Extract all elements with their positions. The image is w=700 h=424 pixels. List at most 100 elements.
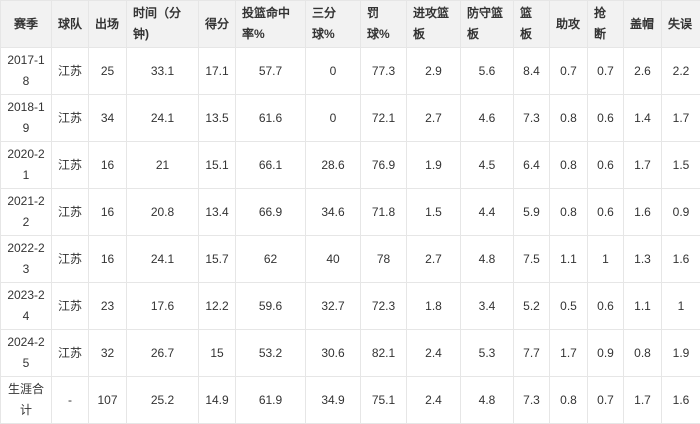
table-cell: 0.7 [588, 377, 624, 424]
table-cell: 2018-19 [1, 95, 52, 142]
table-cell: 13.4 [199, 189, 236, 236]
table-cell: 1.4 [624, 95, 662, 142]
table-cell: 17.1 [199, 48, 236, 95]
table-cell: 2023-24 [1, 283, 52, 330]
table-cell: 2.2 [662, 48, 700, 95]
table-cell: 66.9 [236, 189, 306, 236]
table-cell: 1 [588, 236, 624, 283]
table-cell: - [52, 377, 89, 424]
column-header: 罚球% [361, 1, 407, 48]
table-cell: 2.9 [407, 48, 461, 95]
table-cell: 2017-18 [1, 48, 52, 95]
table-cell: 66.1 [236, 142, 306, 189]
table-cell: 15.1 [199, 142, 236, 189]
table-cell: 0.8 [550, 95, 588, 142]
table-cell: 5.6 [461, 48, 514, 95]
table-cell: 1.7 [624, 142, 662, 189]
column-header: 出场 [89, 1, 127, 48]
table-cell: 1.1 [550, 236, 588, 283]
table-cell: 26.7 [127, 330, 199, 377]
table-cell: 16 [89, 236, 127, 283]
table-cell: 2.4 [407, 377, 461, 424]
table-cell: 0.6 [588, 95, 624, 142]
table-cell: 0 [306, 48, 361, 95]
table-cell: 2022-23 [1, 236, 52, 283]
table-cell: 53.2 [236, 330, 306, 377]
table-cell: 江苏 [52, 330, 89, 377]
table-cell: 4.8 [461, 236, 514, 283]
table-cell: 0.9 [662, 189, 700, 236]
column-header: 盖帽 [624, 1, 662, 48]
table-cell: 1.7 [624, 377, 662, 424]
table-cell: 0.6 [588, 142, 624, 189]
table-cell: 0 [306, 95, 361, 142]
table-cell: 4.5 [461, 142, 514, 189]
table-cell: 20.8 [127, 189, 199, 236]
table-cell: 61.6 [236, 95, 306, 142]
table-cell: 4.6 [461, 95, 514, 142]
table-cell: 1.7 [550, 330, 588, 377]
column-header: 篮板 [514, 1, 550, 48]
table-cell: 1.3 [624, 236, 662, 283]
table-cell: 4.8 [461, 377, 514, 424]
table-cell: 75.1 [361, 377, 407, 424]
table-cell: 1.7 [662, 95, 700, 142]
table-cell: 5.9 [514, 189, 550, 236]
table-cell: 62 [236, 236, 306, 283]
table-cell: 2.7 [407, 95, 461, 142]
table-cell: 34.6 [306, 189, 361, 236]
table-cell: 107 [89, 377, 127, 424]
table-cell: 61.9 [236, 377, 306, 424]
table-cell: 0.7 [588, 48, 624, 95]
table-cell: 8.4 [514, 48, 550, 95]
table-cell: 2.7 [407, 236, 461, 283]
table-cell: 1.1 [624, 283, 662, 330]
table-cell: 1.6 [662, 236, 700, 283]
table-cell: 江苏 [52, 283, 89, 330]
column-header: 时间（分钟) [127, 1, 199, 48]
table-cell: 2.4 [407, 330, 461, 377]
table-cell: 34.9 [306, 377, 361, 424]
header-row: 赛季球队出场时间（分钟)得分投篮命中率%三分球%罚球%进攻篮板防守篮板篮板助攻抢… [1, 1, 700, 48]
table-cell: 57.7 [236, 48, 306, 95]
table-cell: 13.5 [199, 95, 236, 142]
table-cell: 16 [89, 142, 127, 189]
table-cell: 1.9 [662, 330, 700, 377]
table-cell: 7.7 [514, 330, 550, 377]
table-cell: 7.5 [514, 236, 550, 283]
table-cell: 3.4 [461, 283, 514, 330]
table-cell: 28.6 [306, 142, 361, 189]
table-cell: 33.1 [127, 48, 199, 95]
table-cell: 23 [89, 283, 127, 330]
table-cell: 15.7 [199, 236, 236, 283]
column-header: 失误 [662, 1, 700, 48]
table-cell: 5.2 [514, 283, 550, 330]
column-header: 进攻篮板 [407, 1, 461, 48]
table-cell: 7.3 [514, 377, 550, 424]
table-cell: 5.3 [461, 330, 514, 377]
table-cell: 0.9 [588, 330, 624, 377]
column-header: 赛季 [1, 1, 52, 48]
table-cell: 72.1 [361, 95, 407, 142]
table-cell: 2020-21 [1, 142, 52, 189]
table-cell: 14.9 [199, 377, 236, 424]
table-cell: 2.6 [624, 48, 662, 95]
table-cell: 江苏 [52, 142, 89, 189]
table-cell: 0.8 [550, 189, 588, 236]
table-cell: 0.8 [550, 377, 588, 424]
table-cell: 江苏 [52, 95, 89, 142]
table-cell: 江苏 [52, 236, 89, 283]
table-cell: 78 [361, 236, 407, 283]
table-cell: 1.9 [407, 142, 461, 189]
table-cell: 16 [89, 189, 127, 236]
table-cell: 1.6 [624, 189, 662, 236]
column-header: 投篮命中率% [236, 1, 306, 48]
table-cell: 0.6 [588, 189, 624, 236]
